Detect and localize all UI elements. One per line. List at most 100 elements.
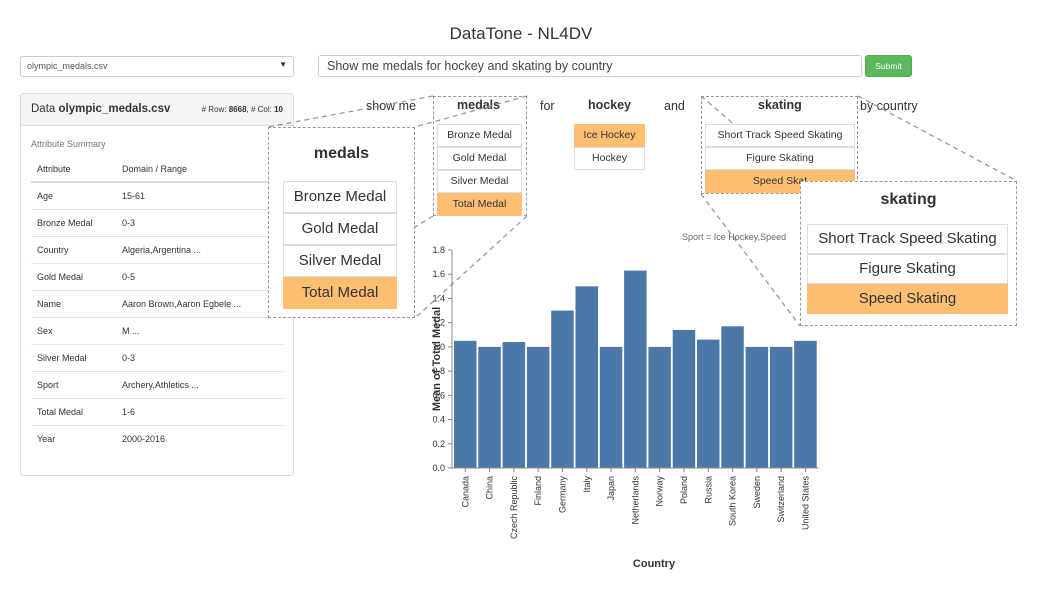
skating-zoom-option[interactable]: Speed Skating bbox=[807, 284, 1008, 314]
x-tick-label: Canada bbox=[460, 476, 470, 508]
medal-option[interactable]: Total Medal bbox=[437, 193, 522, 216]
x-tick-label: Norway bbox=[655, 476, 665, 507]
x-tick-label: China bbox=[485, 476, 495, 500]
y-tick-label: 1.4 bbox=[432, 293, 445, 303]
bar bbox=[769, 346, 793, 468]
bar bbox=[672, 329, 696, 468]
attribute-domain: 1-6 bbox=[116, 398, 283, 426]
attribute-domain: 2000-2016 bbox=[122, 434, 166, 444]
attribute-table: Attribute Domain / Range Age 15-61 Bronze … bbox=[31, 156, 283, 452]
medal-zoom-option[interactable]: Gold Medal bbox=[283, 213, 397, 245]
bar bbox=[648, 346, 671, 468]
bar bbox=[454, 340, 477, 468]
medal-zoom-option[interactable]: Silver Medal bbox=[283, 245, 397, 277]
x-tick-label: Japan bbox=[606, 476, 616, 501]
dataset-dimensions: # Row: 8668, # Col: 10 bbox=[201, 105, 283, 114]
attribute-domain: 0-3 bbox=[116, 344, 283, 372]
dataset-select-value: olympic_medals.csv bbox=[27, 61, 108, 71]
skating-zoom-option[interactable]: Figure Skating bbox=[807, 254, 1008, 284]
attribute-name: Silver Medal bbox=[31, 344, 116, 372]
attribute-name: Name bbox=[31, 290, 116, 318]
attribute-name: Country bbox=[31, 236, 116, 264]
submit-button[interactable]: Submit bbox=[865, 55, 912, 77]
y-tick-label: 1.0 bbox=[432, 342, 445, 352]
bar bbox=[745, 346, 769, 468]
attribute-summary-label: Attribute Summary bbox=[31, 139, 106, 149]
skating-option[interactable]: Figure Skating bbox=[705, 147, 855, 170]
chart-filter-note: Sport = Ice Hockey,Speed bbox=[682, 232, 787, 242]
bar bbox=[794, 340, 817, 468]
x-tick-label: Czech Republic bbox=[509, 476, 519, 540]
medal-zoom-option[interactable]: Total Medal bbox=[283, 277, 397, 309]
x-tick-label: Finland bbox=[533, 476, 543, 506]
bar-chart: 0.0 0.2 0.4 0.6 0.8 1.0 1.2 1.4 1.6 1.8 Canada Chin… bbox=[431, 245, 819, 570]
x-tick-label: Sweden bbox=[752, 476, 762, 509]
skating-option[interactable]: Short Track Speed Skating bbox=[705, 124, 855, 147]
attribute-name: Sport bbox=[31, 371, 116, 399]
bar bbox=[697, 339, 720, 468]
medal-option[interactable]: Bronze Medal bbox=[437, 124, 522, 147]
sentence-and: and bbox=[664, 99, 685, 113]
table-row: Sport Archery,Athletics ... bbox=[31, 371, 283, 399]
sentence-skating[interactable]: skating bbox=[758, 98, 802, 112]
attribute-domain: Algeria,Argentina ... bbox=[116, 236, 283, 264]
y-tick-label: 1.6 bbox=[432, 269, 445, 279]
domain-column-header: Domain / Range bbox=[116, 156, 283, 183]
bar bbox=[599, 346, 623, 468]
y-tick-label: 1.2 bbox=[432, 318, 445, 328]
attribute-name: Bronze Medal bbox=[31, 209, 116, 237]
dataset-select[interactable]: olympic_medals.csv ▼ bbox=[20, 56, 294, 77]
medal-zoom-option[interactable]: Bronze Medal bbox=[283, 181, 397, 213]
medal-option[interactable]: Silver Medal bbox=[437, 170, 522, 193]
medals-zoom-panel: medals Bronze Medal Gold Medal Silver Meda… bbox=[268, 127, 415, 318]
sentence-by-country: by country bbox=[860, 99, 918, 113]
attribute-name: Year bbox=[37, 434, 56, 444]
query-input[interactable]: Show me medals for hockey and skating by… bbox=[318, 55, 862, 77]
bar bbox=[721, 326, 744, 468]
chevron-down-icon: ▼ bbox=[279, 60, 287, 69]
bar bbox=[526, 346, 550, 468]
table-row: Gold Medal 0-5 bbox=[31, 263, 283, 291]
attribute-column-header: Attribute bbox=[31, 156, 116, 183]
hockey-option[interactable]: Ice Hockey bbox=[574, 124, 645, 147]
x-tick-label: United States bbox=[800, 476, 810, 531]
bar bbox=[624, 270, 647, 468]
table-row: Total Medal 1-6 bbox=[31, 398, 283, 426]
hockey-option[interactable]: Hockey bbox=[574, 147, 645, 170]
table-row: Name Aaron Brown,Aaron Egbele ... bbox=[31, 290, 283, 318]
y-tick-label: 1.8 bbox=[432, 245, 445, 255]
app-title: DataTone - NL4DV bbox=[449, 24, 593, 43]
y-tick-label: 0.2 bbox=[432, 439, 445, 449]
x-tick-label: Switzerland bbox=[776, 476, 786, 523]
attribute-domain: Archery,Athletics ... bbox=[116, 371, 283, 399]
x-tick-label: Russia bbox=[703, 476, 713, 504]
table-row: Sex M ... bbox=[31, 317, 283, 345]
attribute-domain: 15-61 bbox=[116, 182, 283, 210]
attribute-domain: M ... bbox=[116, 317, 283, 345]
x-tick-label: Netherlands bbox=[630, 476, 640, 525]
bar bbox=[502, 342, 526, 468]
y-axis-title: Mean of Total Medal bbox=[431, 307, 443, 411]
table-row: Bronze Medal 0-3 bbox=[31, 209, 283, 237]
table-row: Country Algeria,Argentina ... bbox=[31, 236, 283, 264]
skating-zoom-option[interactable]: Short Track Speed Skating bbox=[807, 224, 1008, 254]
skating-keyword-frame bbox=[701, 96, 858, 194]
table-row: Year 2000-2016 bbox=[31, 426, 283, 453]
data-panel-title: Data olympic_medals.csv bbox=[31, 103, 171, 115]
table-row: Silver Medal 0-3 bbox=[31, 344, 283, 372]
data-panel: Data olympic_medals.csv # Row: 8668, # C… bbox=[20, 93, 294, 476]
attribute-domain: Aaron Brown,Aaron Egbele ... bbox=[116, 290, 283, 318]
x-tick-label: Poland bbox=[679, 476, 689, 504]
sentence-show-me: show me bbox=[366, 99, 417, 113]
medal-option[interactable]: Gold Medal bbox=[437, 147, 522, 170]
x-axis-title: Country bbox=[633, 558, 676, 570]
table-row: Age 15-61 bbox=[31, 182, 283, 210]
y-tick-label: 0.8 bbox=[432, 366, 445, 376]
y-tick-label: 0.6 bbox=[432, 390, 445, 400]
sentence-medals[interactable]: medals bbox=[457, 98, 501, 112]
sentence-hockey[interactable]: hockey bbox=[588, 98, 632, 112]
attribute-name: Sex bbox=[31, 317, 116, 345]
skating-zoom-panel: skating Short Track Speed Skating Figure … bbox=[800, 181, 1017, 326]
attribute-name: Age bbox=[31, 182, 116, 210]
bar bbox=[478, 346, 501, 468]
